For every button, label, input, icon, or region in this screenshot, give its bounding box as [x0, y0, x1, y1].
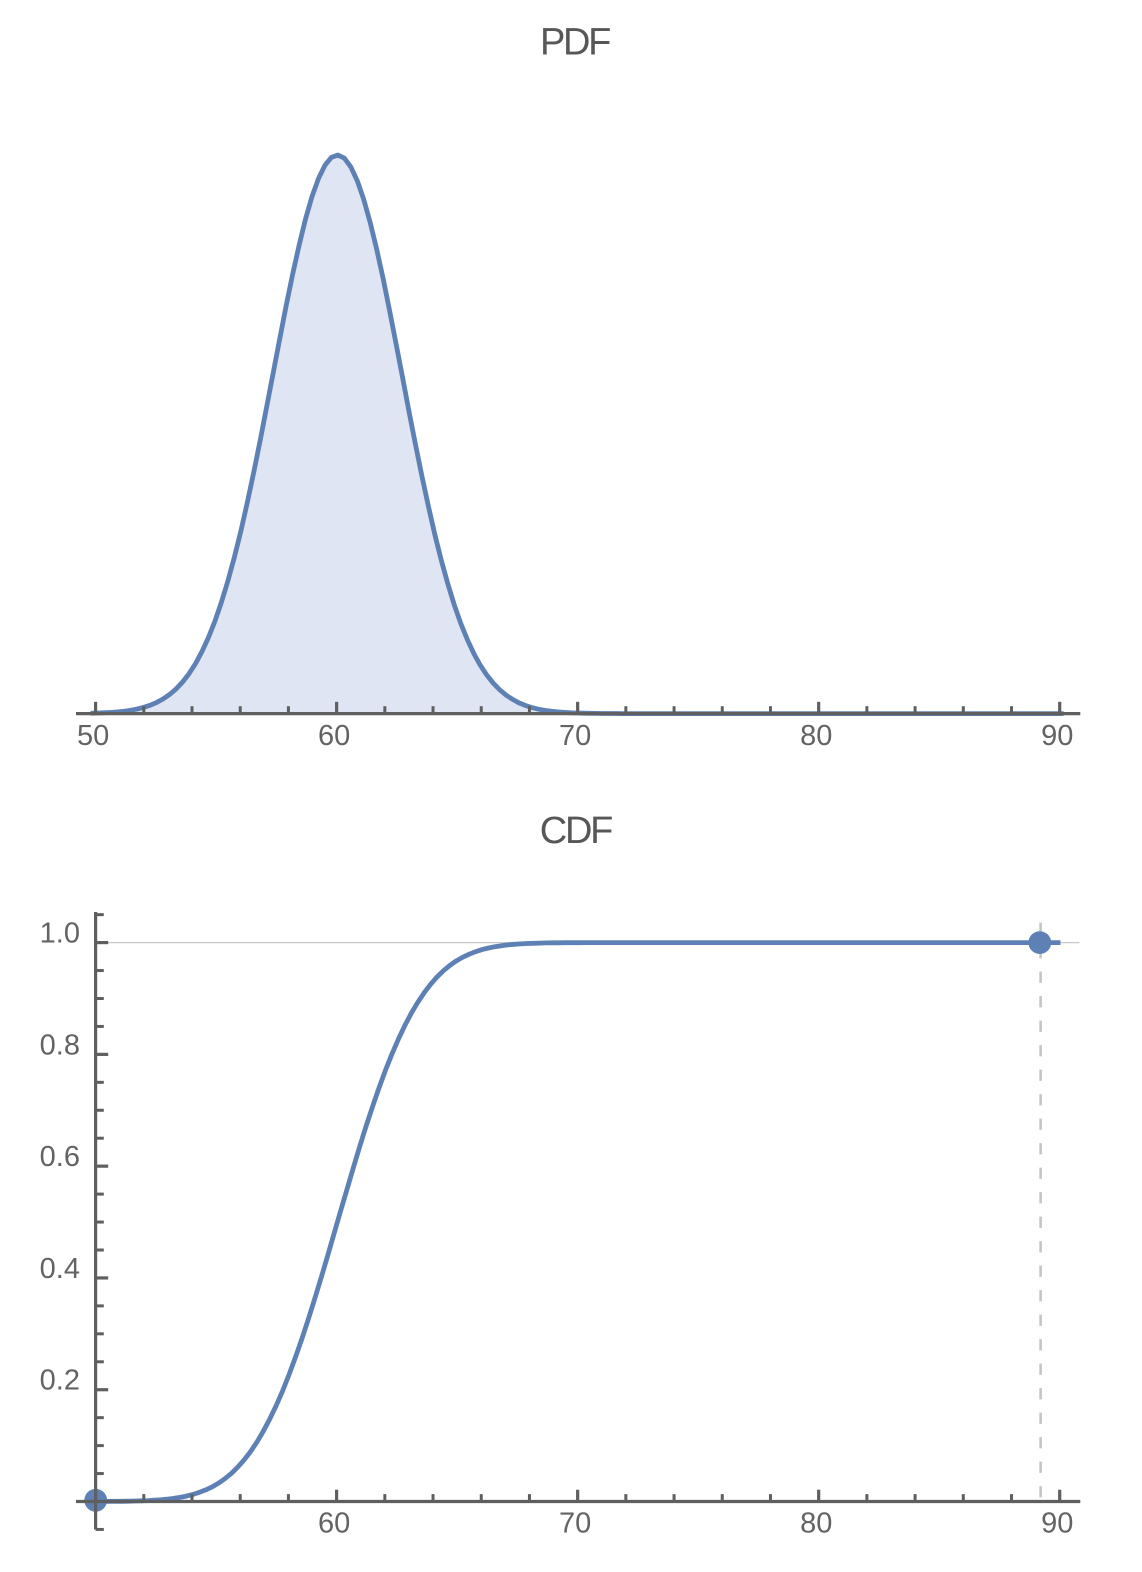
svg-text:PDF: PDF	[540, 22, 610, 64]
svg-text:1.0: 1.0	[40, 918, 80, 950]
svg-text:80: 80	[800, 720, 832, 752]
svg-text:70: 70	[559, 1508, 591, 1540]
svg-text:60: 60	[318, 1508, 350, 1540]
svg-text:70: 70	[559, 720, 591, 752]
svg-text:60: 60	[318, 720, 350, 752]
svg-text:90: 90	[1041, 720, 1073, 752]
svg-text:0.6: 0.6	[40, 1141, 80, 1173]
svg-text:0.2: 0.2	[40, 1365, 80, 1397]
svg-text:90: 90	[1041, 1508, 1073, 1540]
svg-text:0.8: 0.8	[40, 1029, 80, 1061]
svg-text:50: 50	[77, 720, 109, 752]
svg-text:0.4: 0.4	[40, 1253, 80, 1285]
svg-text:CDF: CDF	[540, 810, 612, 852]
svg-text:80: 80	[800, 1508, 832, 1540]
